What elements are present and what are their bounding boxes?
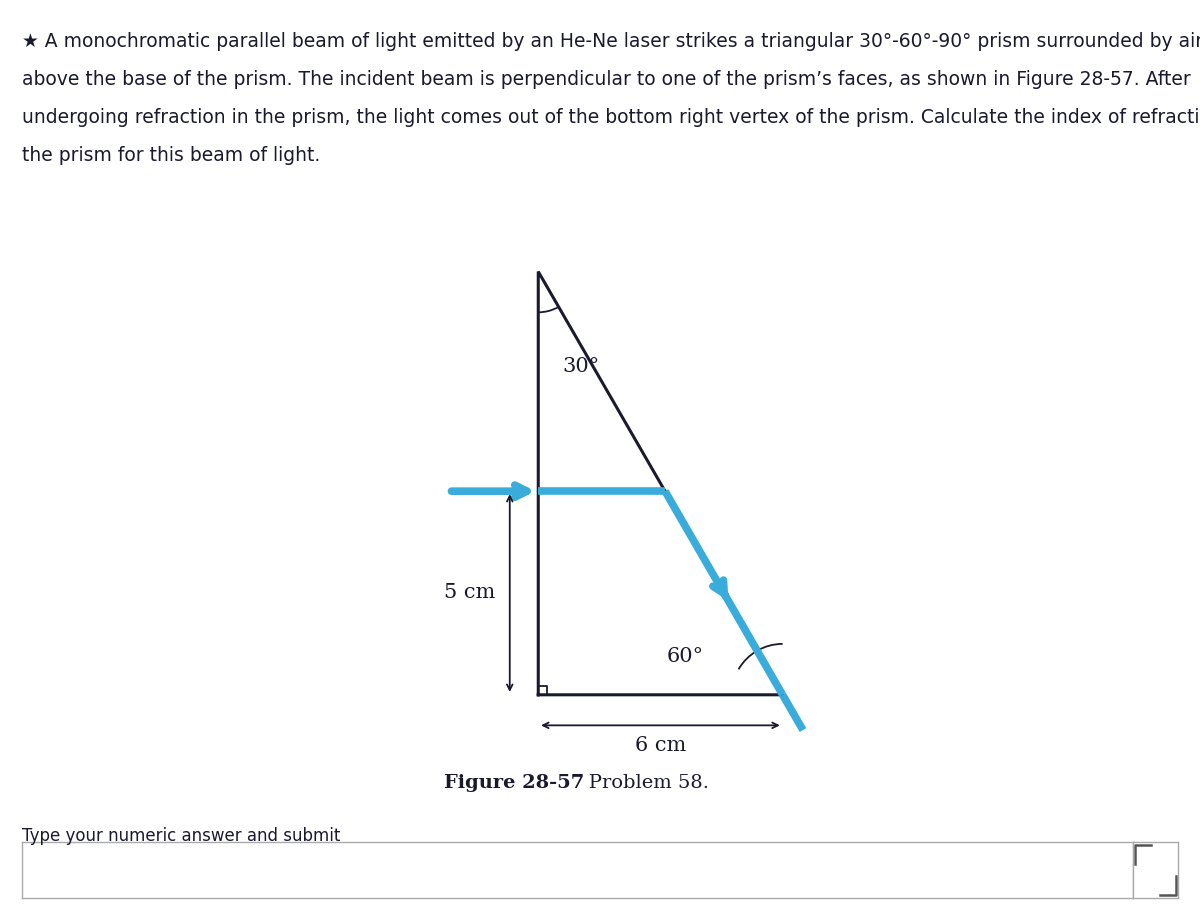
Text: 5 cm: 5 cm xyxy=(444,584,496,603)
Text: undergoing refraction in the prism, the light comes out of the bottom right vert: undergoing refraction in the prism, the … xyxy=(22,108,1200,127)
Text: Problem 58.: Problem 58. xyxy=(570,774,709,793)
Text: the prism for this beam of light.: the prism for this beam of light. xyxy=(22,146,320,165)
Text: Figure 28-57: Figure 28-57 xyxy=(444,774,584,793)
Text: ★ A monochromatic parallel beam of light emitted by an He-Ne laser strikes a tri: ★ A monochromatic parallel beam of light… xyxy=(22,32,1200,51)
Text: 6 cm: 6 cm xyxy=(635,735,686,754)
Text: 30°: 30° xyxy=(563,357,600,376)
Text: Type your numeric answer and submit: Type your numeric answer and submit xyxy=(22,827,340,845)
Text: above the base of the prism. The incident beam is perpendicular to one of the pr: above the base of the prism. The inciden… xyxy=(22,70,1190,89)
Text: 60°: 60° xyxy=(666,647,703,666)
